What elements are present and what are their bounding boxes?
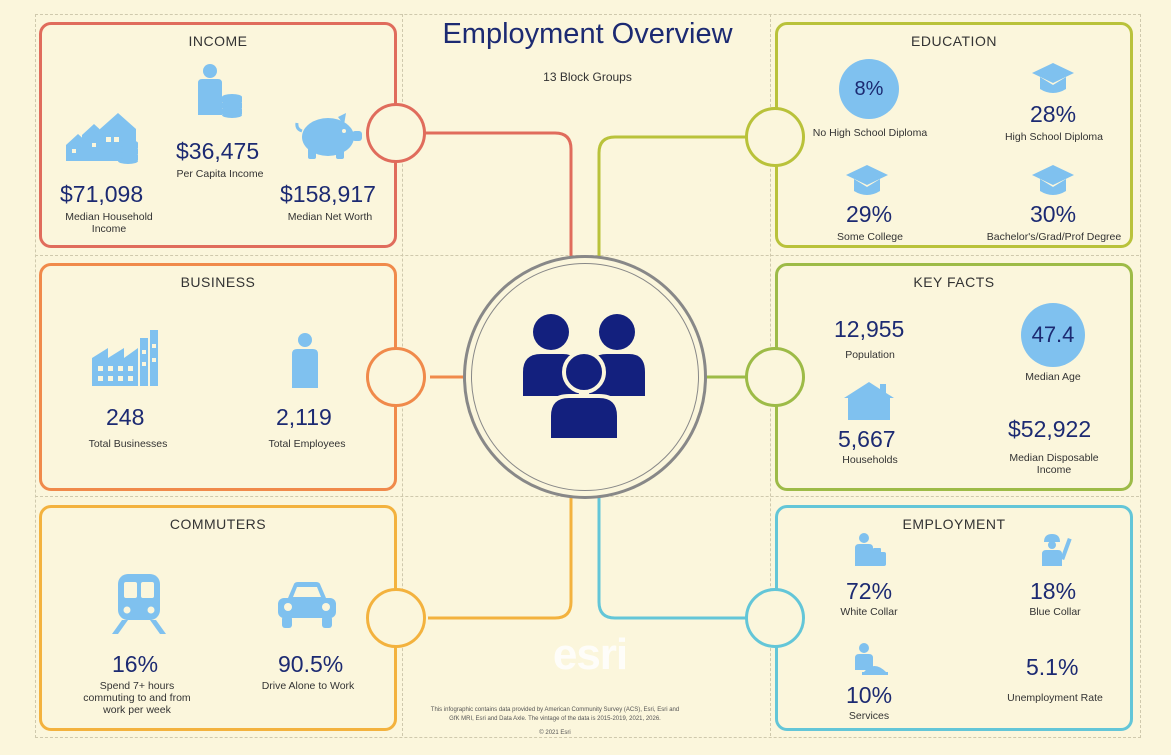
education-title: EDUCATION bbox=[911, 33, 997, 49]
source-note-line1: This infographic contains data provided … bbox=[430, 707, 680, 713]
population-value: 12,955 bbox=[834, 316, 905, 342]
no-high-school-bubble: 8% bbox=[839, 59, 899, 119]
high-school-label: High School Diploma bbox=[1004, 131, 1104, 143]
no-high-school-label: No High School Diploma bbox=[812, 127, 928, 139]
commuters-connector-ring bbox=[366, 588, 426, 648]
services-icon bbox=[855, 643, 888, 675]
median-net-worth-label: Median Net Worth bbox=[287, 211, 373, 223]
esri-logo: esri bbox=[552, 630, 628, 679]
page-subtitle: 13 Block Groups bbox=[543, 70, 632, 84]
white-collar-icon bbox=[855, 533, 886, 566]
total-businesses-label: Total Businesses bbox=[88, 438, 168, 450]
drive-alone-value: 90.5% bbox=[278, 651, 344, 677]
disposable-income-label-line1: Median Disposable bbox=[1009, 452, 1099, 464]
disposable-income-label: Median Disposable Income bbox=[986, 452, 1122, 476]
employment-connector-ring bbox=[745, 588, 805, 648]
total-employees-value: 2,119 bbox=[276, 404, 332, 430]
median-net-worth-value: $158,917 bbox=[280, 181, 376, 207]
graduation-cap-icon bbox=[846, 165, 888, 195]
employment-title: EMPLOYMENT bbox=[902, 516, 1006, 532]
median-age-bubble: 47.4 bbox=[1021, 303, 1085, 367]
source-note: This infographic contains data provided … bbox=[400, 706, 710, 724]
blue-collar-value: 18% bbox=[1030, 578, 1077, 604]
household-house-icon bbox=[844, 382, 894, 420]
long-commute-label-line1: Spend 7+ hours bbox=[99, 680, 175, 692]
long-commute-value: 16% bbox=[112, 651, 159, 677]
train-icon bbox=[112, 574, 166, 634]
business-panel: BUSINESS 248 Total Businesses bbox=[39, 263, 397, 491]
long-commute-label-line3: work per week bbox=[103, 704, 171, 716]
blue-collar-label: Blue Collar bbox=[1029, 606, 1081, 618]
source-note-line2: GfK MRI, Esri and Data Axle. The vintage… bbox=[449, 716, 661, 722]
commuters-panel: COMMUTERS 16% Spend 7+ hours commuting t… bbox=[39, 505, 397, 731]
key-facts-title: KEY FACTS bbox=[913, 274, 995, 290]
employee-person-icon bbox=[292, 333, 318, 388]
graduation-cap-icon bbox=[1032, 165, 1074, 195]
graduation-cap-icon bbox=[1032, 63, 1074, 93]
piggy-bank-icon bbox=[295, 113, 362, 159]
houses-icon bbox=[66, 113, 138, 164]
services-label: Services bbox=[848, 710, 890, 722]
median-household-income-label: Median Household Income bbox=[46, 211, 172, 235]
households-label: Households bbox=[842, 454, 898, 466]
income-panel: INCOME $71,098 Median Household bbox=[39, 22, 397, 248]
white-collar-value: 72% bbox=[846, 578, 893, 604]
income-title: INCOME bbox=[188, 33, 248, 49]
per-capita-income-label: Per Capita Income bbox=[176, 168, 264, 180]
education-connector-ring bbox=[745, 107, 805, 167]
households-value: 5,667 bbox=[838, 426, 896, 452]
unemployment-rate-value: 5.1% bbox=[1026, 654, 1079, 680]
some-college-value: 29% bbox=[846, 201, 893, 227]
high-school-value: 28% bbox=[1030, 101, 1077, 127]
outer-guide bbox=[35, 14, 1141, 738]
blue-collar-icon bbox=[1042, 534, 1072, 566]
some-college-label: Some College bbox=[837, 231, 903, 243]
median-age-label: Median Age bbox=[1025, 371, 1081, 383]
business-connector-ring bbox=[366, 347, 426, 407]
white-collar-label: White Collar bbox=[840, 606, 898, 618]
center-inner-ring bbox=[471, 263, 699, 491]
median-household-label-line1: Median Household bbox=[65, 211, 153, 223]
copyright: © 2021 Esri bbox=[539, 730, 571, 736]
key-facts-panel: KEY FACTS 12,955 Population 47.4 Median … bbox=[775, 263, 1133, 491]
long-commute-label: Spend 7+ hours commuting to and from wor… bbox=[72, 680, 202, 716]
per-capita-income-value: $36,475 bbox=[176, 138, 260, 164]
total-businesses-value: 248 bbox=[106, 404, 145, 430]
car-icon bbox=[278, 582, 336, 628]
center-circle bbox=[463, 255, 707, 499]
factory-icon bbox=[92, 330, 158, 386]
page-title: Employment Overview bbox=[442, 18, 733, 50]
commuters-title: COMMUTERS bbox=[169, 516, 267, 532]
services-value: 10% bbox=[846, 682, 893, 708]
business-title: BUSINESS bbox=[180, 274, 256, 290]
person-coins-icon bbox=[198, 64, 242, 118]
unemployment-rate-label: Unemployment Rate bbox=[1007, 692, 1103, 704]
median-household-income-value: $71,098 bbox=[60, 181, 144, 207]
people-group-icon bbox=[523, 314, 645, 440]
education-panel: EDUCATION 8% No High School Diploma 28% … bbox=[775, 22, 1133, 248]
bachelors-label: Bachelor's/Grad/Prof Degree bbox=[986, 231, 1122, 243]
long-commute-label-line2: commuting to and from bbox=[83, 692, 191, 704]
median-household-label-line2: Income bbox=[91, 223, 127, 235]
key-facts-connector-ring bbox=[745, 347, 805, 407]
disposable-income-value: $52,922 bbox=[1008, 416, 1092, 442]
bachelors-value: 30% bbox=[1030, 201, 1077, 227]
employment-panel: EMPLOYMENT 72% White Collar 18% Blue Col… bbox=[775, 505, 1133, 731]
total-employees-label: Total Employees bbox=[268, 438, 346, 450]
income-connector-ring bbox=[366, 103, 426, 163]
population-label: Population bbox=[845, 349, 895, 361]
drive-alone-label: Drive Alone to Work bbox=[261, 680, 355, 692]
disposable-income-label-line2: Income bbox=[1036, 464, 1072, 476]
